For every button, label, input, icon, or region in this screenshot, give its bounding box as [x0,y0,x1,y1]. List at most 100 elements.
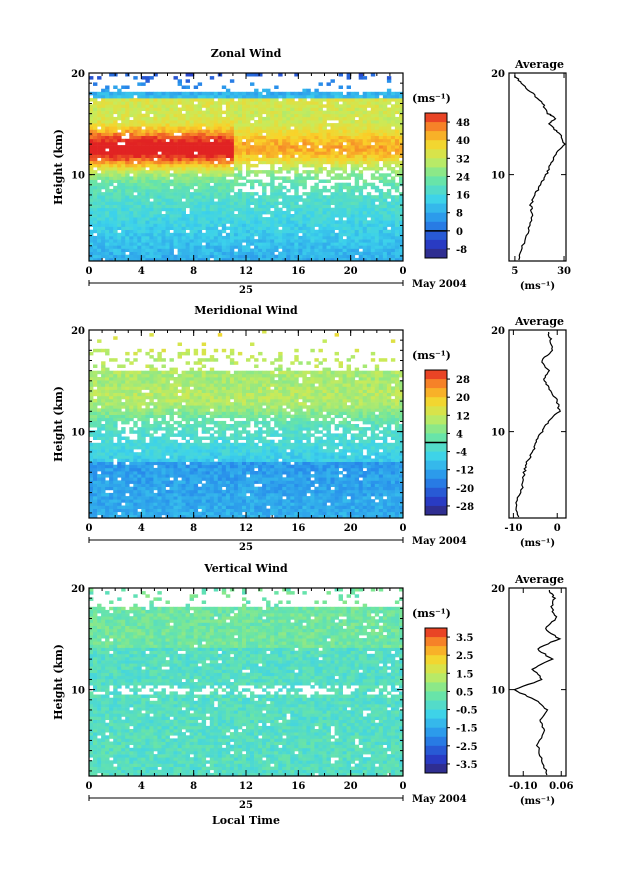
heatmap-cell [358,141,364,146]
date-label: May 2004 [412,279,467,290]
heatmap-cell [129,160,134,165]
heatmap-cell [246,179,251,183]
heatmap-cell [350,242,356,246]
heatmap-cell [386,207,392,212]
heatmap-cell [113,129,118,133]
heatmap-cell [133,232,138,237]
heatmap-cell [105,455,110,459]
heatmap-cell [209,126,215,130]
colorbar-tick-label: 16 [456,191,470,202]
heatmap-cell [390,145,396,149]
heatmap-cell [233,220,239,224]
heatmap-cell [330,229,335,234]
heatmap-cell [209,210,215,215]
heatmap-cell [362,198,368,202]
heatmap-cell [334,91,339,96]
heatmap-cell [286,94,291,99]
heatmap-cell [145,496,150,500]
heatmap-cell [161,433,166,437]
heatmap-cell [141,427,146,431]
heatmap-cell [205,188,211,193]
heatmap-cell [237,154,243,158]
heatmap-cell [229,148,235,152]
heatmap-cell [153,492,158,497]
heatmap-cell [282,226,287,230]
heatmap-cell [366,198,372,202]
heatmap-cell [129,471,134,475]
heatmap-cell [145,226,150,230]
heatmap-cell [274,235,279,240]
heatmap-cell [266,123,271,127]
heatmap-cell [378,254,384,259]
heatmap-cell [113,502,118,506]
heatmap-cell [177,182,182,187]
heatmap-cell [278,113,283,118]
heatmap-cell [358,151,364,155]
heatmap-cell [254,214,259,218]
heatmap-cell [129,514,134,519]
heatmap-cell [362,257,368,262]
heatmap-cell [181,120,186,124]
heatmap-cell [306,251,311,256]
heatmap-cell [141,449,146,453]
heatmap-cell [193,245,199,249]
heatmap-cell [246,91,251,96]
heatmap-cell [101,116,106,121]
heatmap-cell [133,254,138,259]
heatmap-cell [262,129,267,133]
heatmap-cell [201,192,207,196]
heatmap-cell [326,257,331,262]
heatmap-cell [282,129,287,133]
heatmap-cell [254,248,259,252]
heatmap-cell [181,160,186,165]
heatmap-cell [282,248,287,252]
heatmap-cell [105,445,110,450]
heatmap-cell [378,232,384,237]
heatmap-cell [330,232,335,237]
heatmap-cell [193,254,199,259]
heatmap-cell [145,126,150,130]
heatmap-cell [290,220,295,224]
heatmap-cell [366,245,372,249]
heatmap-cell [330,113,335,118]
heatmap-cell [153,392,158,397]
heatmap-cell [89,248,94,252]
heatmap-cell [382,110,388,115]
heatmap-cell [294,138,299,143]
heatmap-cell [294,113,299,118]
heatmap-cell [370,217,376,221]
heatmap-cell [350,107,356,111]
heatmap-cell [145,79,150,83]
heatmap-cell [137,254,142,259]
heatmap-cell [137,439,142,444]
heatmap-cell [213,154,219,158]
heatmap-cell [254,101,259,105]
heatmap-cell [149,163,154,168]
heatmap-cell [137,386,142,390]
heatmap-cell [318,223,323,227]
heatmap-cell [270,217,275,221]
heatmap-cell [173,257,178,262]
heatmap-cell [237,120,243,124]
heatmap-cell [173,210,178,215]
heatmap-cell [330,254,335,259]
heatmap-cell [105,88,110,93]
heatmap-cell [157,483,162,487]
heatmap-cell [117,126,122,130]
heatmap-cell [161,377,166,381]
heatmap-cell [133,386,138,390]
heatmap-cell [362,235,368,240]
heatmap-cell [97,214,102,218]
heatmap-cell [330,160,335,165]
heatmap-cell [193,85,199,89]
heatmap-cell [209,157,215,162]
heatmap-cell [246,113,251,118]
heatmap-cell [322,167,327,171]
heatmap-cell [374,101,380,105]
heatmap-cell [338,220,343,224]
heatmap-cell [250,154,255,158]
heatmap-cell [133,411,138,415]
heatmap-cell [314,239,319,243]
heatmap-cell [350,245,356,249]
heatmap-cell [193,170,199,174]
